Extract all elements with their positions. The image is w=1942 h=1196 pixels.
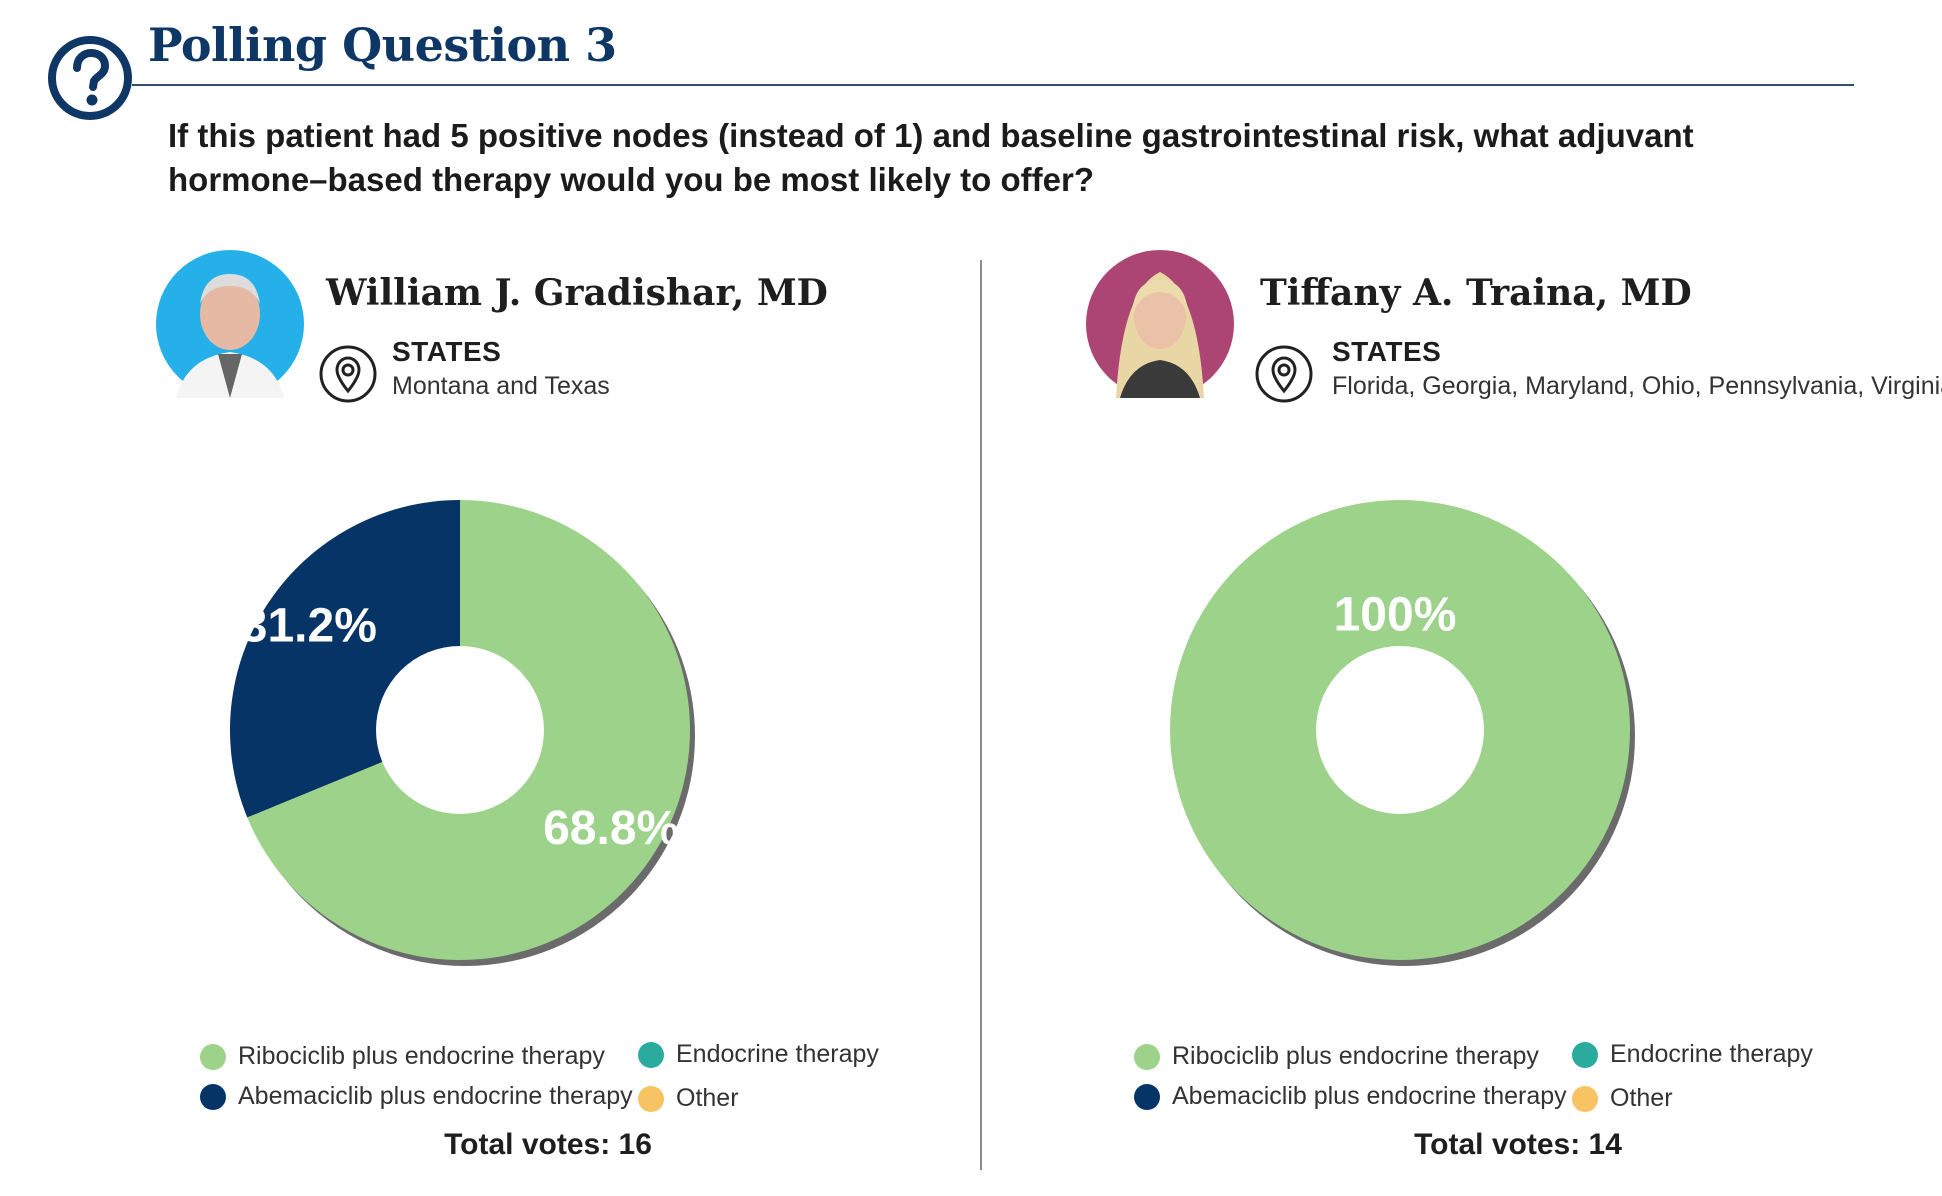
legend-swatch [1572,1085,1598,1112]
poll-header: Polling Question 3 If this patient had 5… [0,0,1942,198]
donut-chart: 100% [1170,500,1635,966]
donut-hole [1316,646,1484,814]
page-title: Polling Question 3 [148,18,617,72]
total-votes: Total votes: 16 [444,1128,652,1161]
chart-legend: Ribociclib plus endocrine therapy Abemac… [200,1030,900,1130]
panel-traina: Tiffany A. Traina, MD STATES Florida, Ge… [970,240,1942,1180]
location-pin-icon [319,345,377,403]
legend-label: Abemaciclib plus endocrine therapy [1172,1082,1567,1110]
legend-label: Endocrine therapy [676,1040,879,1068]
slice-label: 68.8% [543,802,679,855]
legend-label: Endocrine therapy [1610,1040,1813,1068]
legend-item-endocrine: Endocrine therapy [1572,1040,1813,1069]
legend-swatch [200,1083,226,1110]
legend-swatch [1134,1043,1160,1070]
slice-label: 31.2% [241,599,377,652]
legend-label: Other [1610,1084,1673,1112]
title-rule [132,84,1854,86]
states-label: STATES [1332,336,1442,367]
legend-label: Ribociclib plus endocrine therapy [1172,1042,1539,1070]
question-circle-icon [48,36,132,120]
donut-chart: 68.8% 31.2% [230,500,695,966]
legend-swatch [200,1043,226,1070]
legend-item-ribociclib: Ribociclib plus endocrine therapy [200,1042,605,1071]
doctor-name: William J. Gradishar, MD [326,272,828,314]
legend-swatch [638,1041,664,1068]
legend-item-other: Other [638,1084,739,1113]
legend-item-ribociclib: Ribociclib plus endocrine therapy [1134,1042,1539,1071]
states-list: Florida, Georgia, Maryland, Ohio, Pennsy… [1332,372,1942,400]
doctor-name: Tiffany A. Traina, MD [1260,272,1692,314]
legend-swatch [638,1085,664,1112]
legend-swatch [1134,1083,1160,1110]
slice-label: 100% [1334,589,1457,642]
doctor-avatar [156,250,304,398]
chart-legend: Ribociclib plus endocrine therapy Abemac… [1134,1030,1834,1130]
legend-label: Other [676,1084,739,1112]
legend-item-endocrine: Endocrine therapy [638,1040,879,1069]
legend-item-other: Other [1572,1084,1673,1113]
states-list: Montana and Texas [392,372,610,400]
location-pin-icon [1255,345,1313,403]
legend-item-abemaciclib: Abemaciclib plus endocrine therapy [200,1082,633,1111]
legend-label: Ribociclib plus endocrine therapy [238,1042,605,1070]
panel-divider [980,260,982,1170]
legend-swatch [1572,1041,1598,1068]
legend-label: Abemaciclib plus endocrine therapy [238,1082,633,1110]
states-label: STATES [392,336,502,367]
donut-hole [376,646,544,814]
panel-gradishar: William J. Gradishar, MD STATES Montana … [0,240,960,1180]
total-votes: Total votes: 14 [1414,1128,1622,1161]
poll-question: If this patient had 5 positive nodes (in… [168,117,1694,198]
doctor-avatar [1086,250,1234,398]
legend-item-abemaciclib: Abemaciclib plus endocrine therapy [1134,1082,1567,1111]
